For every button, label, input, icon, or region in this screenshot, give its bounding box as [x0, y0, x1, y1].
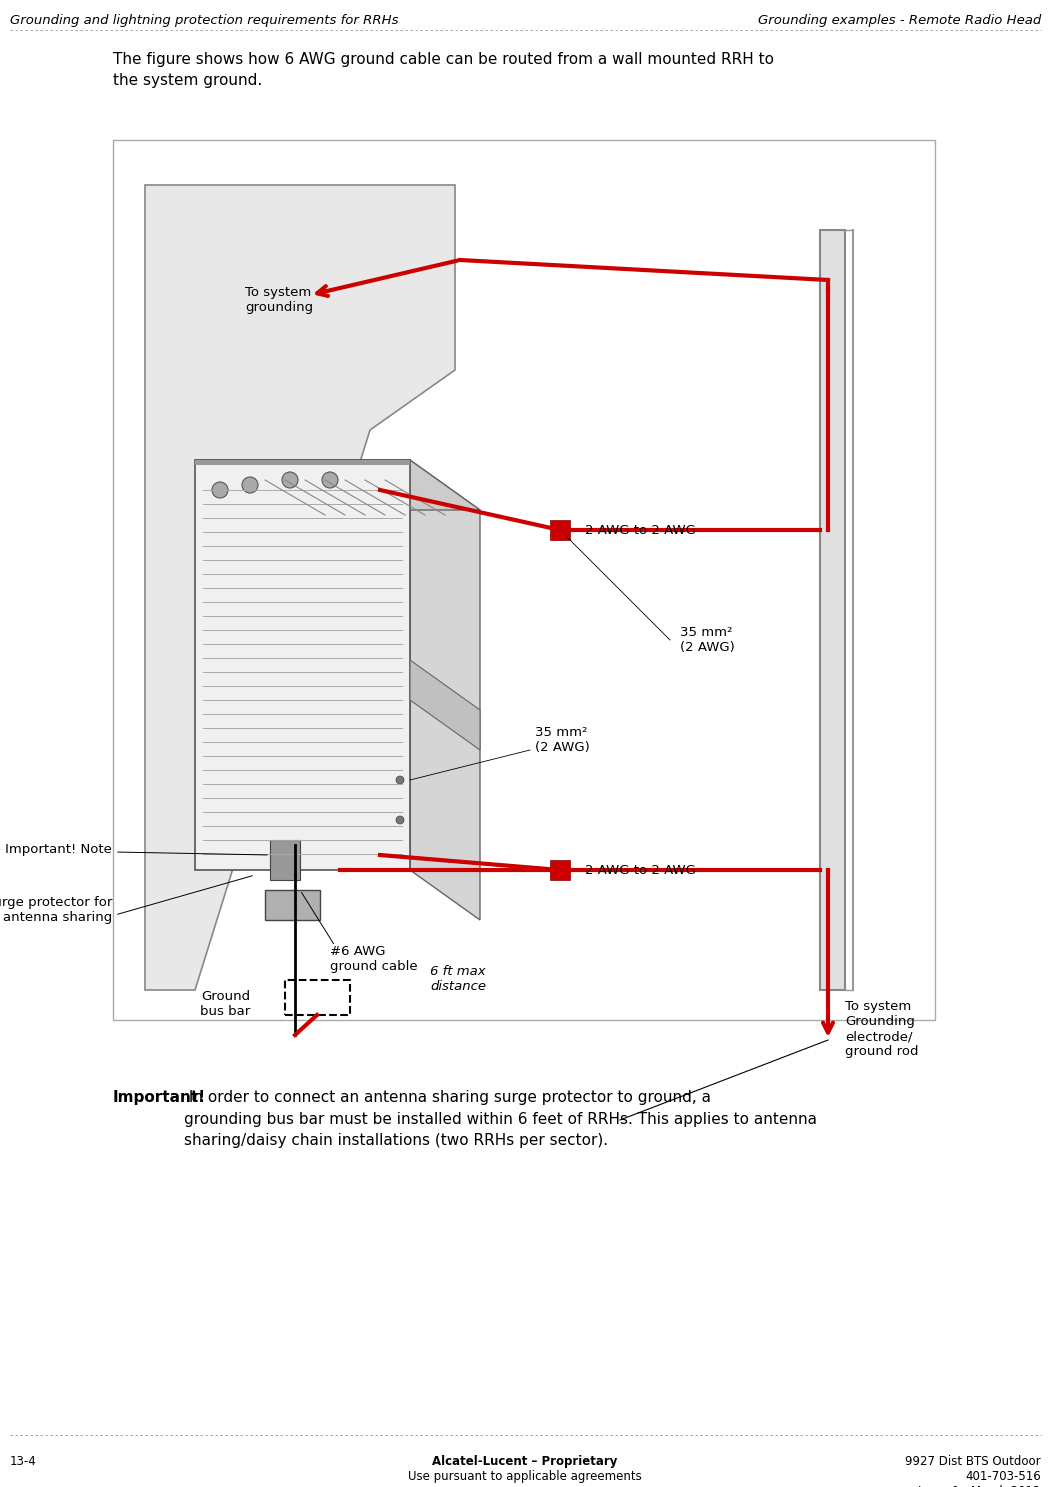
Text: 2 AWG to 2 AWG: 2 AWG to 2 AWG [585, 864, 696, 876]
Bar [195, 459, 410, 870]
Circle shape [396, 776, 404, 784]
Bar [270, 840, 300, 880]
Polygon shape [195, 459, 480, 510]
Text: 6 ft max
distance: 6 ft max distance [430, 965, 486, 993]
Bar [550, 520, 570, 540]
Text: To system
Grounding
electrode/
ground rod: To system Grounding electrode/ ground ro… [845, 999, 919, 1057]
Circle shape [212, 482, 228, 498]
Text: Grounding and lightning protection requirements for RRHs: Grounding and lightning protection requi… [11, 13, 398, 27]
Text: Alcatel-Lucent – Proprietary: Alcatel-Lucent – Proprietary [432, 1454, 618, 1468]
Polygon shape [410, 459, 480, 920]
Circle shape [242, 477, 257, 494]
Circle shape [282, 471, 298, 488]
Text: See Important! Note: See Important! Note [0, 843, 112, 857]
Circle shape [396, 816, 404, 824]
Bar [195, 459, 410, 465]
Text: Issue 1   March 2012: Issue 1 March 2012 [919, 1486, 1040, 1487]
Bar [285, 980, 350, 1016]
Text: 35 mm²
(2 AWG): 35 mm² (2 AWG) [535, 726, 590, 754]
Polygon shape [410, 660, 480, 749]
Text: Important!: Important! [114, 1090, 206, 1105]
Text: Use pursuant to applicable agreements: Use pursuant to applicable agreements [408, 1471, 642, 1483]
Text: Grounding examples - Remote Radio Head: Grounding examples - Remote Radio Head [758, 13, 1040, 27]
Bar [550, 859, 570, 880]
Text: The figure shows how 6 AWG ground cable can be routed from a wall mounted RRH to: The figure shows how 6 AWG ground cable … [114, 52, 774, 88]
Polygon shape [145, 184, 455, 990]
Text: 35 mm²
(2 AWG): 35 mm² (2 AWG) [680, 626, 735, 654]
Bar [820, 230, 845, 990]
Text: 2 AWG to 2 AWG: 2 AWG to 2 AWG [585, 523, 696, 537]
Text: Surge protector for
antenna sharing: Surge protector for antenna sharing [0, 897, 112, 923]
Circle shape [322, 471, 338, 488]
Bar [265, 891, 320, 920]
Text: Ground
bus bar: Ground bus bar [200, 990, 250, 1019]
Text: In order to connect an antenna sharing surge protector to ground, a
grounding bu: In order to connect an antenna sharing s… [184, 1090, 817, 1148]
Bar [114, 140, 935, 1020]
Text: 9927 Dist BTS Outdoor: 9927 Dist BTS Outdoor [905, 1454, 1040, 1468]
Text: #6 AWG
ground cable: #6 AWG ground cable [330, 946, 417, 972]
Text: To system
grounding: To system grounding [245, 286, 313, 314]
Text: 13-4: 13-4 [11, 1454, 37, 1468]
Text: 401-703-516: 401-703-516 [965, 1471, 1040, 1483]
